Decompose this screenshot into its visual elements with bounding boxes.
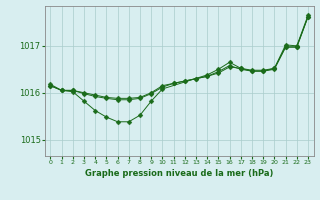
X-axis label: Graphe pression niveau de la mer (hPa): Graphe pression niveau de la mer (hPa) <box>85 169 273 178</box>
